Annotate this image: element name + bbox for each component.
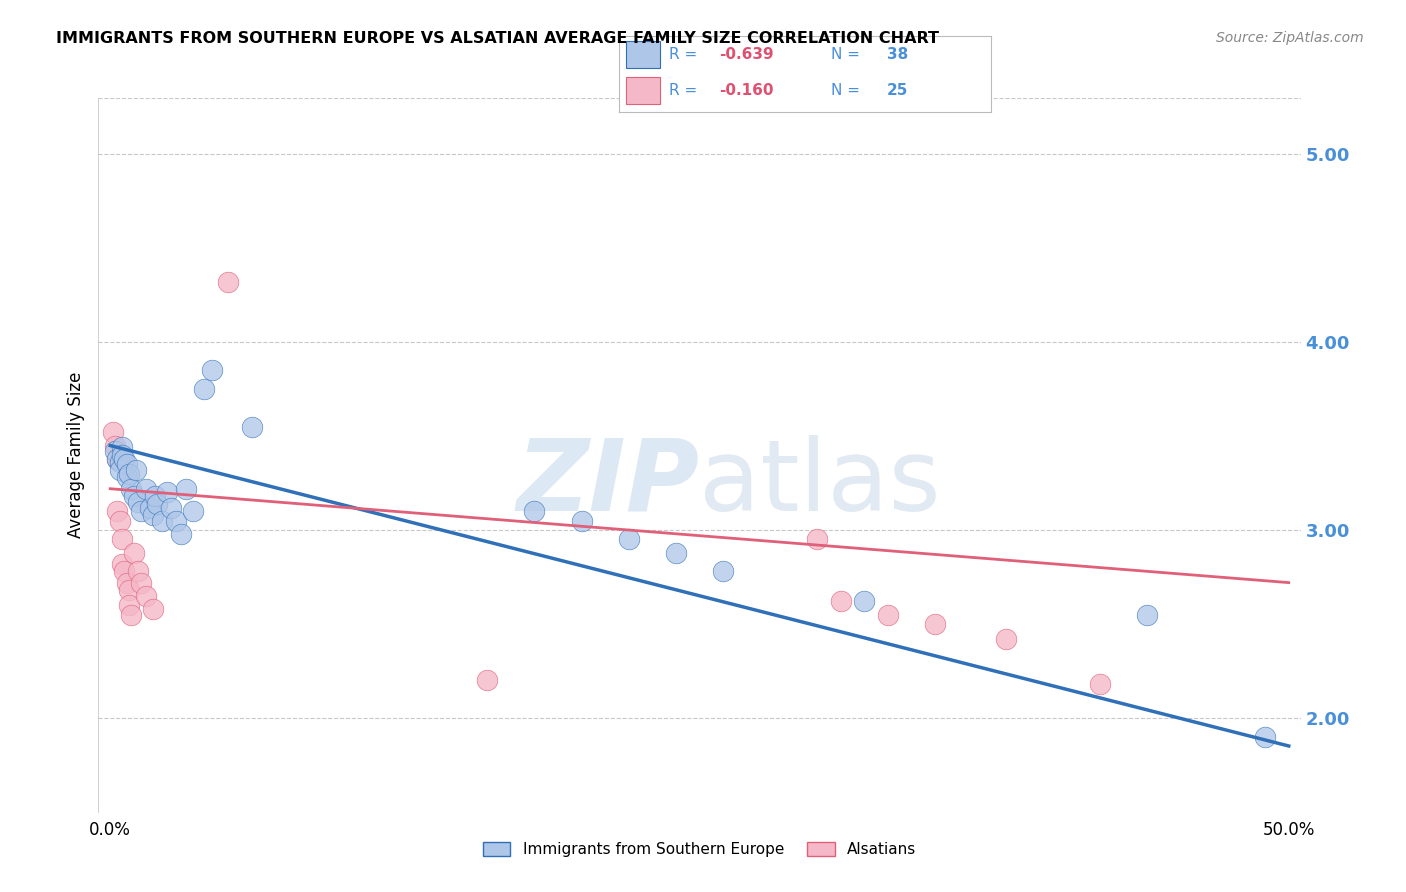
FancyBboxPatch shape: [626, 41, 659, 69]
Point: [101, 425, 124, 440]
Point: [1254, 730, 1277, 744]
Text: ZIP: ZIP: [516, 435, 700, 532]
Point: [217, 275, 239, 289]
Point: [143, 489, 166, 503]
Point: [112, 451, 135, 466]
Point: [139, 500, 162, 515]
Point: [617, 533, 640, 547]
Text: 25: 25: [887, 83, 908, 98]
Point: [830, 594, 852, 608]
Point: [156, 485, 179, 500]
Y-axis label: Average Family Size: Average Family Size: [66, 372, 84, 538]
Point: [142, 602, 165, 616]
Point: [146, 497, 169, 511]
Point: [571, 514, 593, 528]
Point: [118, 598, 141, 612]
Point: [806, 533, 828, 547]
Point: [711, 565, 734, 579]
Legend: Immigrants from Southern Europe, Alsatians: Immigrants from Southern Europe, Alsatia…: [475, 834, 924, 864]
Point: [135, 482, 157, 496]
Point: [142, 508, 165, 522]
Point: [111, 533, 134, 547]
Point: [104, 438, 127, 452]
Point: [240, 419, 263, 434]
Point: [111, 441, 134, 455]
Point: [994, 632, 1017, 646]
Point: [135, 589, 157, 603]
Text: IMMIGRANTS FROM SOUTHERN EUROPE VS ALSATIAN AVERAGE FAMILY SIZE CORRELATION CHAR: IMMIGRANTS FROM SOUTHERN EUROPE VS ALSAT…: [56, 31, 939, 46]
Point: [150, 514, 173, 528]
Point: [108, 455, 131, 469]
Point: [112, 565, 135, 579]
Point: [122, 489, 145, 503]
Point: [111, 448, 134, 462]
Text: 38: 38: [887, 47, 908, 62]
Point: [118, 583, 141, 598]
Point: [170, 526, 193, 541]
Text: -0.160: -0.160: [720, 83, 773, 98]
FancyBboxPatch shape: [626, 77, 659, 104]
Point: [128, 495, 150, 509]
Point: [125, 463, 148, 477]
Text: Source: ZipAtlas.com: Source: ZipAtlas.com: [1216, 31, 1364, 45]
Point: [665, 545, 688, 559]
Point: [122, 545, 145, 559]
Point: [115, 470, 138, 484]
Point: [1136, 607, 1159, 622]
Point: [118, 467, 141, 481]
Point: [165, 514, 187, 528]
Text: atlas: atlas: [700, 435, 941, 532]
Point: [105, 451, 128, 466]
Text: N =: N =: [831, 47, 865, 62]
Point: [108, 514, 131, 528]
Text: N =: N =: [831, 83, 865, 98]
Point: [193, 382, 215, 396]
Point: [105, 504, 128, 518]
Text: -0.639: -0.639: [720, 47, 773, 62]
Point: [129, 575, 152, 590]
Point: [115, 575, 138, 590]
Point: [160, 500, 183, 515]
Point: [105, 451, 128, 466]
Point: [853, 594, 876, 608]
Point: [111, 557, 134, 571]
Point: [108, 463, 131, 477]
Point: [181, 504, 204, 518]
Point: [200, 363, 222, 377]
Text: R =: R =: [669, 83, 702, 98]
Point: [104, 444, 127, 458]
Point: [128, 565, 150, 579]
Point: [924, 616, 946, 631]
Point: [129, 504, 152, 518]
Point: [523, 504, 546, 518]
Point: [174, 482, 197, 496]
Text: R =: R =: [669, 47, 702, 62]
Point: [1088, 677, 1111, 691]
Point: [120, 482, 142, 496]
Point: [477, 673, 499, 688]
Point: [877, 607, 900, 622]
Point: [120, 607, 142, 622]
Point: [115, 458, 138, 472]
